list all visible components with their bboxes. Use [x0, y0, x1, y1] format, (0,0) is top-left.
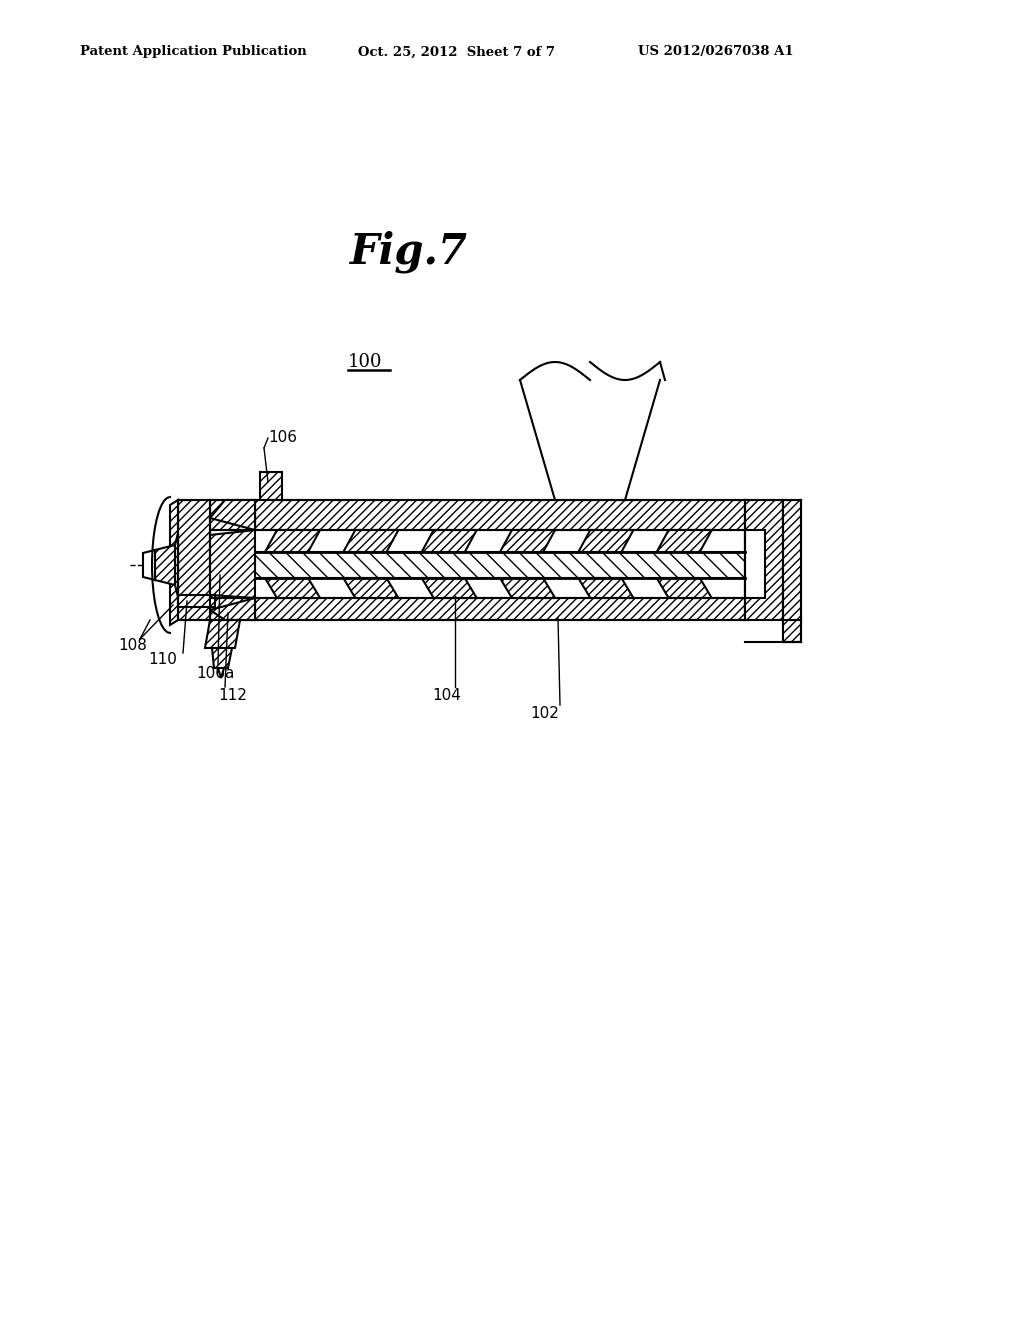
- Text: 104: 104: [432, 688, 461, 702]
- Bar: [745, 531, 765, 598]
- Polygon shape: [656, 531, 712, 552]
- Polygon shape: [343, 531, 398, 552]
- Polygon shape: [579, 578, 634, 598]
- Polygon shape: [520, 380, 665, 500]
- Text: 108: 108: [118, 638, 146, 652]
- Text: 106: 106: [268, 430, 297, 446]
- Polygon shape: [210, 598, 255, 620]
- Bar: [210, 500, 255, 531]
- Polygon shape: [218, 668, 224, 678]
- Polygon shape: [212, 648, 232, 668]
- Bar: [783, 500, 801, 642]
- Polygon shape: [170, 500, 178, 624]
- Text: Oct. 25, 2012  Sheet 7 of 7: Oct. 25, 2012 Sheet 7 of 7: [358, 45, 555, 58]
- Bar: [255, 598, 745, 620]
- Polygon shape: [155, 545, 175, 585]
- Polygon shape: [178, 595, 215, 607]
- Polygon shape: [265, 578, 321, 598]
- Polygon shape: [265, 531, 321, 552]
- Bar: [210, 598, 255, 620]
- Bar: [745, 500, 783, 620]
- Polygon shape: [500, 578, 555, 598]
- Text: US 2012/0267038 A1: US 2012/0267038 A1: [638, 45, 794, 58]
- Text: 110: 110: [148, 652, 177, 668]
- Text: 106a: 106a: [196, 665, 234, 681]
- Polygon shape: [343, 578, 398, 598]
- Polygon shape: [210, 500, 255, 531]
- Bar: [255, 500, 745, 531]
- Bar: [260, 473, 282, 500]
- Polygon shape: [210, 531, 255, 598]
- Text: 100: 100: [348, 352, 383, 371]
- Polygon shape: [143, 550, 155, 579]
- Bar: [255, 531, 745, 598]
- Bar: [255, 552, 745, 578]
- Polygon shape: [422, 578, 477, 598]
- Polygon shape: [175, 533, 178, 597]
- Text: 112: 112: [218, 688, 247, 702]
- Text: Patent Application Publication: Patent Application Publication: [80, 45, 307, 58]
- Polygon shape: [500, 531, 555, 552]
- Polygon shape: [205, 620, 240, 648]
- Text: 102: 102: [530, 705, 559, 721]
- Polygon shape: [178, 500, 210, 620]
- Polygon shape: [656, 578, 712, 598]
- Polygon shape: [579, 531, 634, 552]
- Text: Fig.7: Fig.7: [350, 231, 468, 273]
- Polygon shape: [422, 531, 477, 552]
